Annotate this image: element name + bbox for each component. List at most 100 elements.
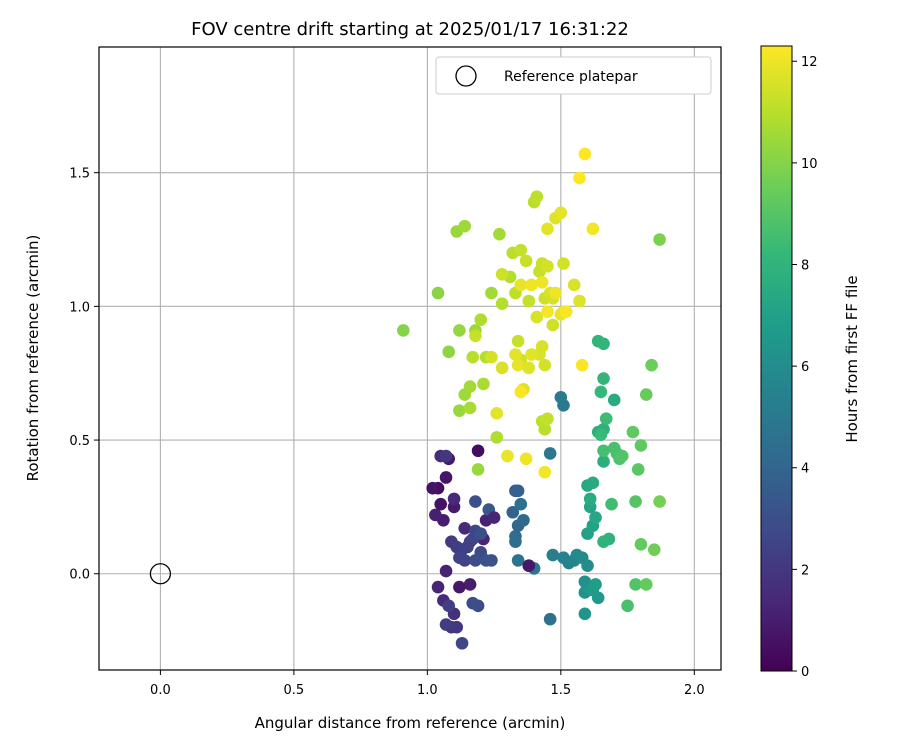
data-point xyxy=(397,324,410,337)
colorbar-tick-label: 0 xyxy=(801,665,809,680)
data-point xyxy=(514,243,528,257)
data-point xyxy=(431,580,445,594)
data-point xyxy=(463,380,477,393)
data-point xyxy=(541,222,554,236)
data-points xyxy=(397,147,666,650)
data-point xyxy=(583,492,597,506)
data-point xyxy=(522,361,536,375)
data-point xyxy=(629,578,642,591)
data-point xyxy=(578,607,592,621)
colorbar-tick-label: 8 xyxy=(801,258,809,273)
data-point xyxy=(543,447,557,460)
data-point xyxy=(559,305,573,319)
data-point xyxy=(541,259,554,273)
data-point xyxy=(474,313,488,327)
data-point xyxy=(511,334,525,348)
y-tick-label: 1.5 xyxy=(69,167,90,182)
data-point xyxy=(645,358,658,372)
x-tick-label: 1.5 xyxy=(550,683,571,698)
data-point xyxy=(597,455,610,468)
data-point xyxy=(495,297,509,310)
data-point xyxy=(511,554,525,567)
data-point xyxy=(586,222,600,236)
data-point xyxy=(594,385,608,399)
data-point xyxy=(634,439,648,452)
data-point xyxy=(466,350,480,364)
plot-frame xyxy=(98,46,722,671)
data-point xyxy=(439,564,453,578)
data-point xyxy=(578,147,592,161)
data-point xyxy=(453,580,466,594)
data-point xyxy=(597,535,610,548)
data-point xyxy=(511,358,525,372)
data-point xyxy=(426,481,439,495)
y-tick-label: 0.5 xyxy=(69,434,90,449)
data-point xyxy=(439,449,453,463)
y-tick-label: 1.0 xyxy=(69,300,90,315)
data-point xyxy=(541,412,554,425)
data-point xyxy=(487,511,501,524)
data-point xyxy=(477,377,490,391)
data-point xyxy=(605,497,618,511)
data-point xyxy=(469,329,482,343)
data-point xyxy=(506,505,520,519)
data-point xyxy=(594,428,608,442)
data-point xyxy=(495,361,509,375)
data-point xyxy=(485,554,498,567)
data-point xyxy=(453,324,466,337)
data-point xyxy=(573,294,586,308)
colorbar-tick-label: 12 xyxy=(801,55,818,70)
data-point xyxy=(447,492,461,506)
data-point xyxy=(490,431,504,444)
data-point xyxy=(538,358,552,372)
data-point xyxy=(511,484,525,498)
data-point xyxy=(485,286,498,300)
legend-label-reference-platepar: Reference platepar xyxy=(504,69,638,85)
data-point xyxy=(541,305,554,319)
data-point xyxy=(597,444,610,458)
colorbar-tick-label: 6 xyxy=(801,360,809,375)
data-point xyxy=(471,463,485,476)
data-point xyxy=(567,278,581,292)
data-point xyxy=(653,495,666,508)
data-point xyxy=(519,254,533,268)
data-point xyxy=(463,578,477,591)
data-point xyxy=(461,540,474,554)
data-point xyxy=(573,171,586,185)
data-point xyxy=(647,543,661,556)
data-point xyxy=(517,513,530,527)
colorbar-tick-label: 2 xyxy=(801,563,809,578)
data-point xyxy=(522,559,536,573)
data-point xyxy=(631,463,645,476)
data-point xyxy=(599,412,613,425)
data-point xyxy=(586,476,600,490)
data-point xyxy=(514,278,528,292)
data-point xyxy=(554,390,568,404)
data-point xyxy=(522,294,536,308)
data-point xyxy=(474,527,488,540)
data-point xyxy=(629,495,642,508)
data-point xyxy=(495,267,509,281)
data-point xyxy=(514,497,528,511)
colorbar-label: Hours from first FF file xyxy=(843,275,861,442)
data-point xyxy=(429,508,442,522)
data-point xyxy=(589,578,602,591)
data-point xyxy=(530,310,544,324)
x-tick-label: 2.0 xyxy=(684,683,705,698)
data-point xyxy=(653,233,666,246)
legend-box xyxy=(435,56,712,95)
data-point xyxy=(509,348,522,361)
reference-platepar-marker xyxy=(149,563,172,585)
data-point xyxy=(455,636,469,650)
data-point xyxy=(493,227,506,241)
data-point xyxy=(514,385,528,399)
data-point xyxy=(538,465,552,479)
data-point xyxy=(439,618,453,631)
data-point xyxy=(639,388,653,401)
data-point xyxy=(621,599,634,613)
data-point xyxy=(530,190,544,204)
grid xyxy=(99,47,721,670)
y-tick-label: 0.0 xyxy=(69,568,90,583)
data-point xyxy=(501,449,514,463)
